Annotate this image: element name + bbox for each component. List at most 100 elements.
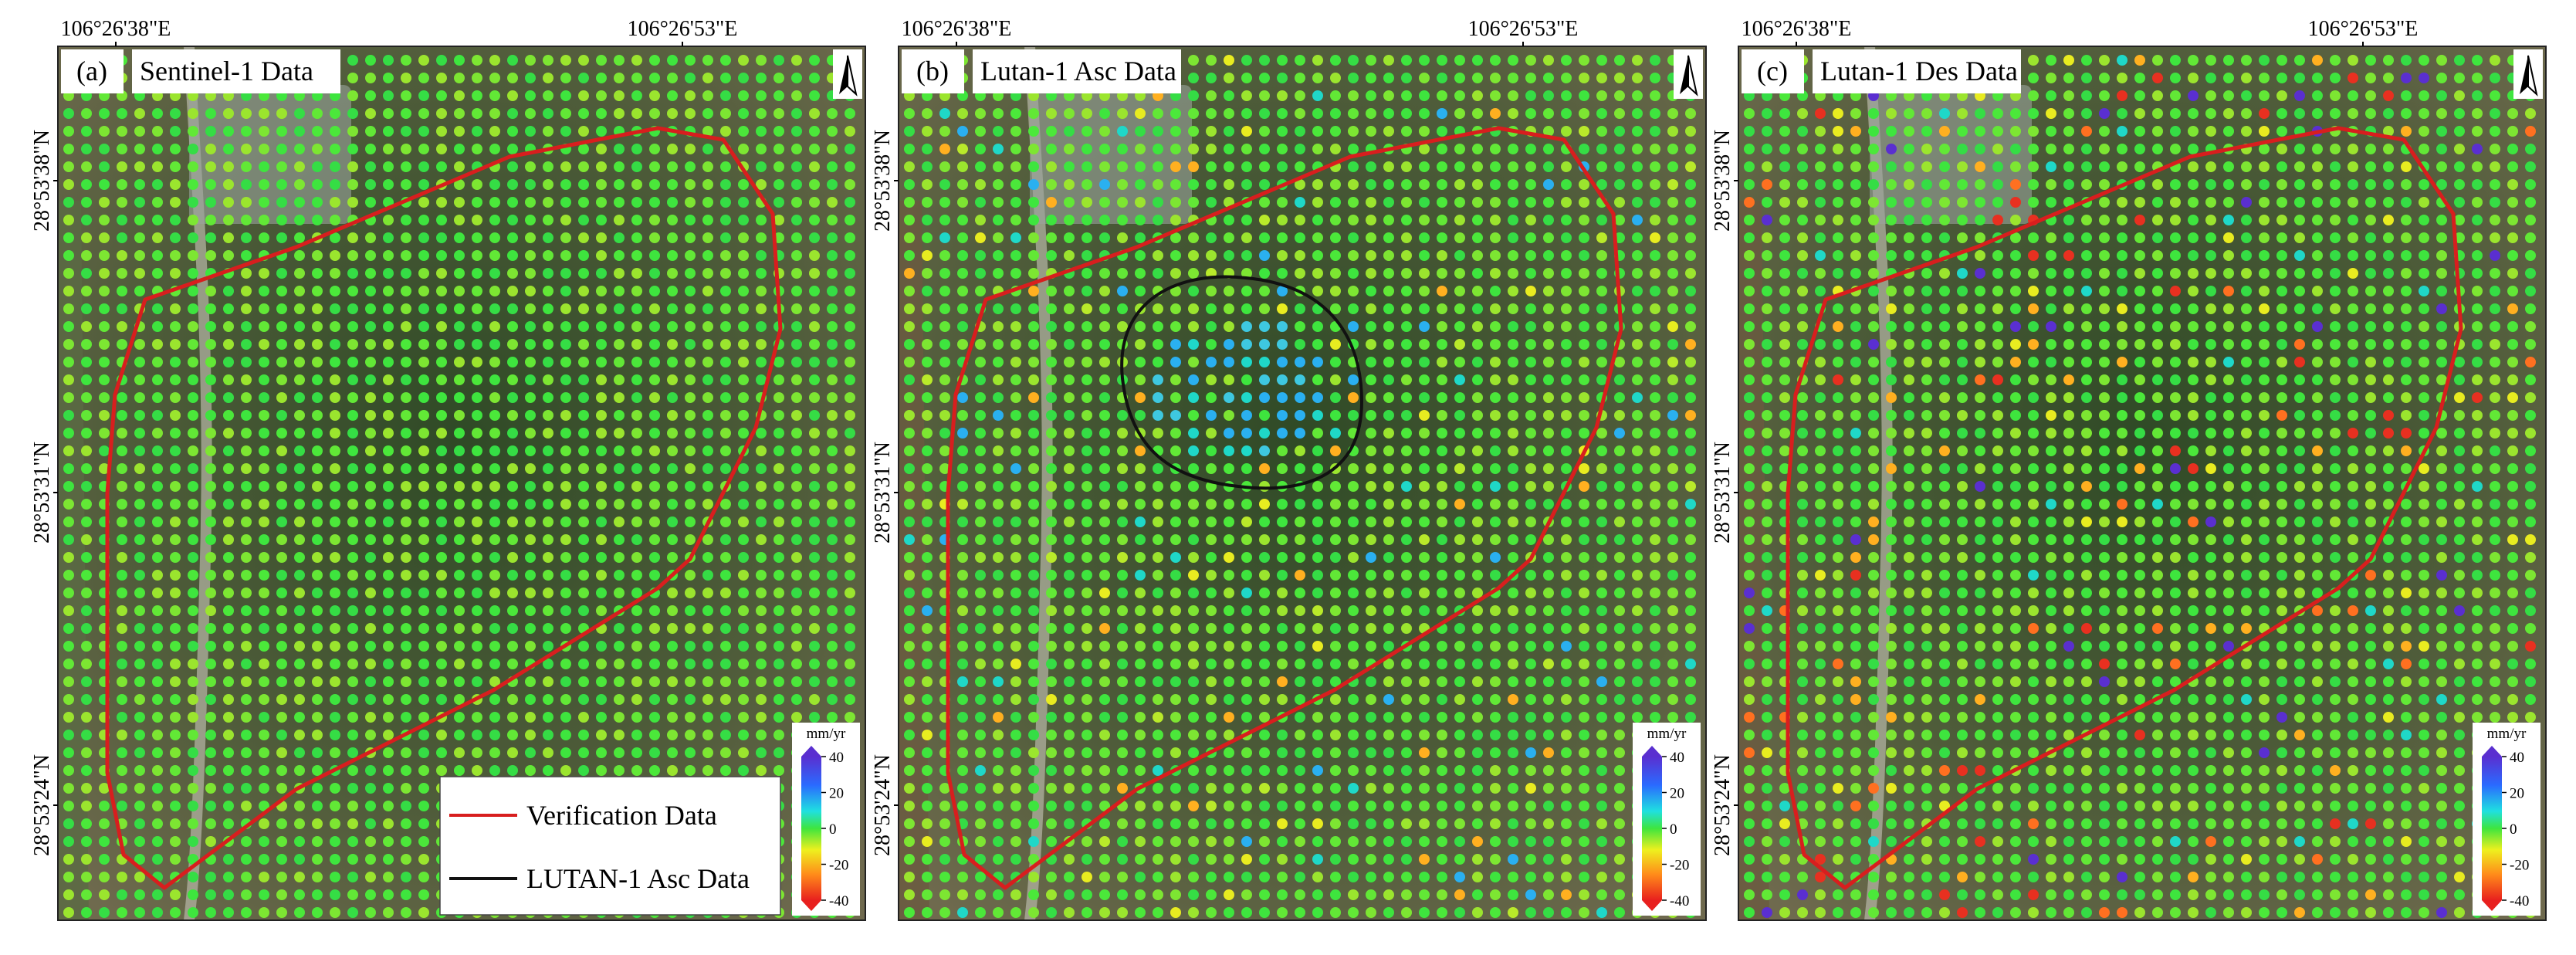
insar-point: [1277, 854, 1288, 865]
insar-point: [1348, 321, 1359, 332]
insar-point: [1206, 676, 1217, 687]
insar-point: [330, 250, 340, 261]
insar-point: [1437, 73, 1447, 83]
insar-point: [1224, 321, 1234, 332]
insar-point: [1295, 641, 1305, 652]
insar-point: [63, 907, 74, 918]
insar-point: [1472, 268, 1483, 279]
insar-point: [1579, 73, 1589, 83]
insar-point: [2454, 161, 2465, 172]
insar-point: [560, 765, 571, 776]
insar-point: [134, 144, 145, 154]
insar-point: [1921, 161, 1932, 172]
insar-point: [560, 516, 571, 527]
lat-label: 28°53'38"N: [871, 130, 895, 232]
insar-point: [170, 445, 181, 456]
insar-point: [294, 588, 305, 598]
insar-point: [1224, 126, 1234, 137]
insar-point: [1366, 712, 1376, 723]
insar-point: [1224, 392, 1234, 403]
insar-point: [827, 215, 838, 225]
insar-point: [1383, 499, 1394, 510]
insar-point: [1046, 499, 1057, 510]
insar-point: [1596, 232, 1607, 243]
insar-point: [1833, 126, 1843, 137]
insar-point: [1224, 854, 1234, 865]
insar-point: [1010, 321, 1021, 332]
insar-point: [152, 605, 163, 616]
insar-point: [1437, 836, 1447, 847]
insar-point: [241, 534, 252, 545]
insar-point: [1472, 801, 1483, 811]
insar-point: [383, 836, 394, 847]
insar-point: [1904, 232, 1914, 243]
insar-point: [1188, 836, 1199, 847]
insar-point: [1508, 90, 1518, 101]
insar-point: [738, 108, 749, 119]
insar-point: [1170, 357, 1181, 367]
insar-point: [1886, 215, 1897, 225]
insar-point: [773, 747, 784, 758]
insar-point: [1650, 463, 1660, 474]
insar-point: [1082, 872, 1092, 882]
insar-point: [1348, 499, 1359, 510]
insar-point: [791, 197, 802, 208]
insar-point: [1135, 534, 1146, 545]
insar-point: [365, 73, 376, 83]
insar-point: [2188, 144, 2199, 154]
insar-point: [975, 374, 986, 385]
insar-point: [738, 268, 749, 279]
insar-point: [1437, 197, 1447, 208]
insar-point: [773, 108, 784, 119]
insar-point: [1868, 215, 1879, 225]
insar-point: [1454, 286, 1465, 296]
insar-point: [507, 232, 518, 243]
insar-point: [649, 499, 660, 510]
insar-point: [922, 286, 933, 296]
insar-point: [401, 641, 411, 652]
insar-point: [1135, 232, 1146, 243]
insar-point: [1188, 232, 1199, 243]
insar-point: [993, 552, 1004, 563]
insar-point: [738, 215, 749, 225]
insar-point: [1206, 712, 1217, 723]
insar-point: [1490, 445, 1501, 456]
insar-point: [188, 588, 198, 598]
insar-point: [1454, 321, 1465, 332]
insar-point: [259, 463, 269, 474]
insar-point: [1224, 534, 1234, 545]
insar-point: [1117, 126, 1128, 137]
insar-point: [1117, 836, 1128, 847]
insar-point: [1099, 268, 1110, 279]
insar-point: [1312, 215, 1323, 225]
insar-point: [276, 641, 287, 652]
insar-point: [720, 90, 731, 101]
insar-point: [631, 534, 642, 545]
insar-point: [1295, 801, 1305, 811]
insar-point: [1348, 730, 1359, 740]
insar-point: [2188, 232, 2199, 243]
insar-point: [1028, 623, 1039, 634]
insar-point: [1046, 712, 1057, 723]
insar-point: [312, 303, 323, 314]
insar-point: [117, 730, 127, 740]
insar-point: [525, 161, 536, 172]
insar-point: [276, 516, 287, 527]
insar-point: [773, 73, 784, 83]
insar-point: [2063, 90, 2074, 101]
insar-point: [1561, 410, 1572, 421]
insar-point: [1312, 286, 1323, 296]
insar-point: [2454, 126, 2465, 137]
insar-point: [401, 499, 411, 510]
insar-point: [738, 481, 749, 492]
insar-point: [507, 250, 518, 261]
insar-point: [685, 534, 696, 545]
insar-point: [454, 481, 465, 492]
insar-point: [223, 801, 234, 811]
insar-point: [1614, 445, 1625, 456]
insar-point: [1224, 232, 1234, 243]
insar-point: [1667, 499, 1678, 510]
insar-point: [560, 694, 571, 705]
insar-point: [809, 552, 820, 563]
insar-point: [1561, 321, 1572, 332]
